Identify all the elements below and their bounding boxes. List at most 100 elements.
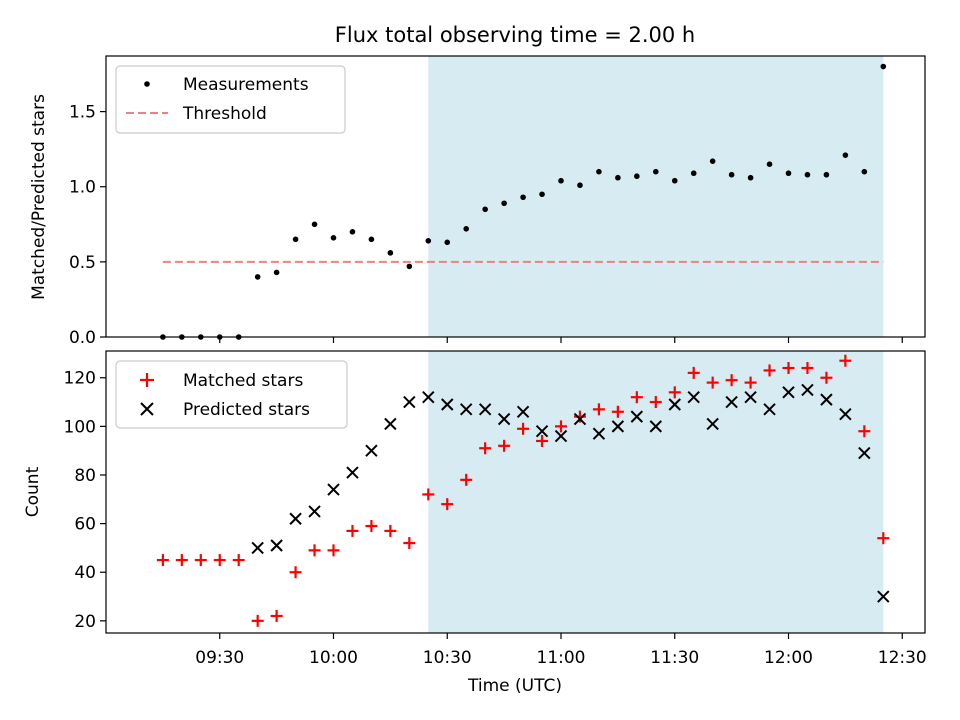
x-tick-label: 11:00 bbox=[537, 648, 586, 668]
matched-star-point bbox=[498, 439, 511, 452]
bottom-legend-box bbox=[115, 360, 348, 429]
predicted-star-point bbox=[801, 383, 814, 397]
legend-threshold-label: Threshold bbox=[182, 104, 267, 124]
measurement-point bbox=[254, 274, 261, 280]
measurement-point bbox=[823, 171, 830, 178]
predicted-star-point bbox=[877, 590, 890, 603]
measurement-point bbox=[292, 236, 299, 243]
measurement-point bbox=[406, 263, 413, 270]
matched-star-point bbox=[820, 371, 833, 384]
matched-star-point bbox=[156, 554, 169, 567]
bottom-axes: 20 40 60 80 100 120 09:30 10:00 10:30 11:00 11:30… bbox=[23, 350, 927, 696]
matched-star-point bbox=[782, 362, 795, 375]
predicted-star-point bbox=[763, 403, 776, 416]
matched-star-point bbox=[365, 520, 378, 533]
measurement-point bbox=[539, 191, 545, 198]
y-tick-label: 120 bbox=[64, 369, 96, 389]
matched-star-point bbox=[763, 364, 776, 377]
y-tick-label: 0.5 bbox=[69, 253, 96, 273]
predicted-star-point bbox=[289, 512, 302, 525]
predicted-star-point bbox=[554, 429, 568, 443]
legend-predicted-marker bbox=[140, 402, 154, 416]
measurement-point bbox=[804, 171, 811, 178]
y-tick-label: 100 bbox=[64, 417, 96, 437]
measurement-point bbox=[577, 182, 583, 189]
measurement-point bbox=[709, 158, 716, 164]
matched-star-point bbox=[251, 614, 264, 627]
matched-star-point bbox=[630, 391, 643, 404]
measurement-point bbox=[671, 177, 678, 184]
predicted-star-point bbox=[782, 386, 795, 399]
measurement-point bbox=[861, 168, 868, 175]
predicted-star-point bbox=[535, 425, 549, 438]
matched-star-point bbox=[517, 422, 530, 435]
x-tick-label: 12:30 bbox=[878, 648, 927, 668]
x-tick-label: 11:30 bbox=[650, 648, 699, 668]
matched-star-point bbox=[839, 354, 852, 367]
matched-star-point bbox=[611, 405, 624, 418]
y-tick-label: 0.0 bbox=[69, 328, 96, 348]
x-axis-label: Time (UTC) bbox=[467, 676, 562, 696]
legend-predicted-label: Predicted stars bbox=[183, 400, 310, 420]
y-tick-label: 1.0 bbox=[69, 178, 96, 198]
predicted-star-point bbox=[422, 390, 435, 404]
predicted-star-point bbox=[725, 395, 738, 409]
predicted-star-point bbox=[441, 398, 454, 411]
measurement-point bbox=[368, 236, 375, 243]
matched-star-point bbox=[384, 524, 397, 537]
top-observing-span bbox=[428, 56, 884, 337]
y-tick-label: 20 bbox=[74, 612, 96, 632]
matched-star-point bbox=[706, 376, 719, 389]
matched-star-point bbox=[422, 488, 435, 501]
predicted-star-point bbox=[573, 412, 587, 426]
predicted-star-point bbox=[365, 444, 378, 457]
x-tick-label: 10:00 bbox=[309, 648, 358, 668]
measurement-point bbox=[690, 170, 697, 177]
measurement-point bbox=[747, 174, 754, 181]
predicted-star-point bbox=[706, 417, 719, 431]
measurement-point bbox=[652, 168, 659, 175]
matched-star-point bbox=[403, 537, 416, 550]
y-tick-label: 80 bbox=[74, 466, 96, 486]
top-legend-box bbox=[115, 65, 346, 134]
matched-star-point bbox=[346, 524, 359, 537]
predicted-star-point bbox=[630, 410, 644, 423]
predicted-star-point bbox=[327, 483, 340, 496]
predicted-star-point bbox=[611, 420, 625, 433]
measurement-point bbox=[596, 168, 602, 175]
measurement-point bbox=[558, 177, 564, 184]
bottom-observing-span bbox=[428, 351, 884, 633]
matched-star-point bbox=[877, 532, 890, 545]
measurement-point bbox=[520, 194, 526, 201]
measurement-point bbox=[330, 235, 337, 241]
y-tick-label: 1.5 bbox=[69, 103, 96, 123]
measurement-point bbox=[766, 161, 773, 167]
predicted-star-point bbox=[820, 393, 833, 406]
matched-star-point bbox=[232, 554, 245, 567]
predicted-star-point bbox=[478, 403, 492, 416]
measurement-point bbox=[880, 63, 887, 70]
predicted-star-point bbox=[516, 405, 530, 418]
matched-star-point bbox=[801, 362, 814, 375]
predicted-star-point bbox=[251, 541, 264, 555]
chart-title: Flux total observing time = 2.00 h bbox=[335, 23, 695, 47]
bottom-y-axis-label: Count bbox=[23, 466, 43, 517]
top-legend: Measurements Threshold bbox=[115, 65, 346, 134]
legend-matched-label: Matched stars bbox=[183, 371, 303, 391]
measurement-point bbox=[425, 238, 432, 244]
matched-star-point bbox=[649, 396, 662, 409]
matched-star-point bbox=[592, 403, 605, 416]
measurement-point bbox=[349, 229, 356, 235]
predicted-star-point bbox=[384, 417, 397, 431]
matched-star-point bbox=[194, 554, 207, 567]
bottom-data-marks bbox=[156, 354, 890, 627]
legend-measurements-marker bbox=[144, 81, 150, 87]
y-tick-label: 60 bbox=[74, 515, 96, 535]
matched-star-point bbox=[270, 609, 283, 622]
top-y-ticks: 0.0 0.5 1.0 1.5 bbox=[69, 103, 106, 348]
measurement-point bbox=[501, 200, 507, 207]
matched-star-point bbox=[308, 544, 321, 557]
top-axes: 0.0 0.5 1.0 1.5 Matched/Predicted stars Mea… bbox=[29, 55, 926, 348]
matched-star-point bbox=[536, 434, 549, 447]
